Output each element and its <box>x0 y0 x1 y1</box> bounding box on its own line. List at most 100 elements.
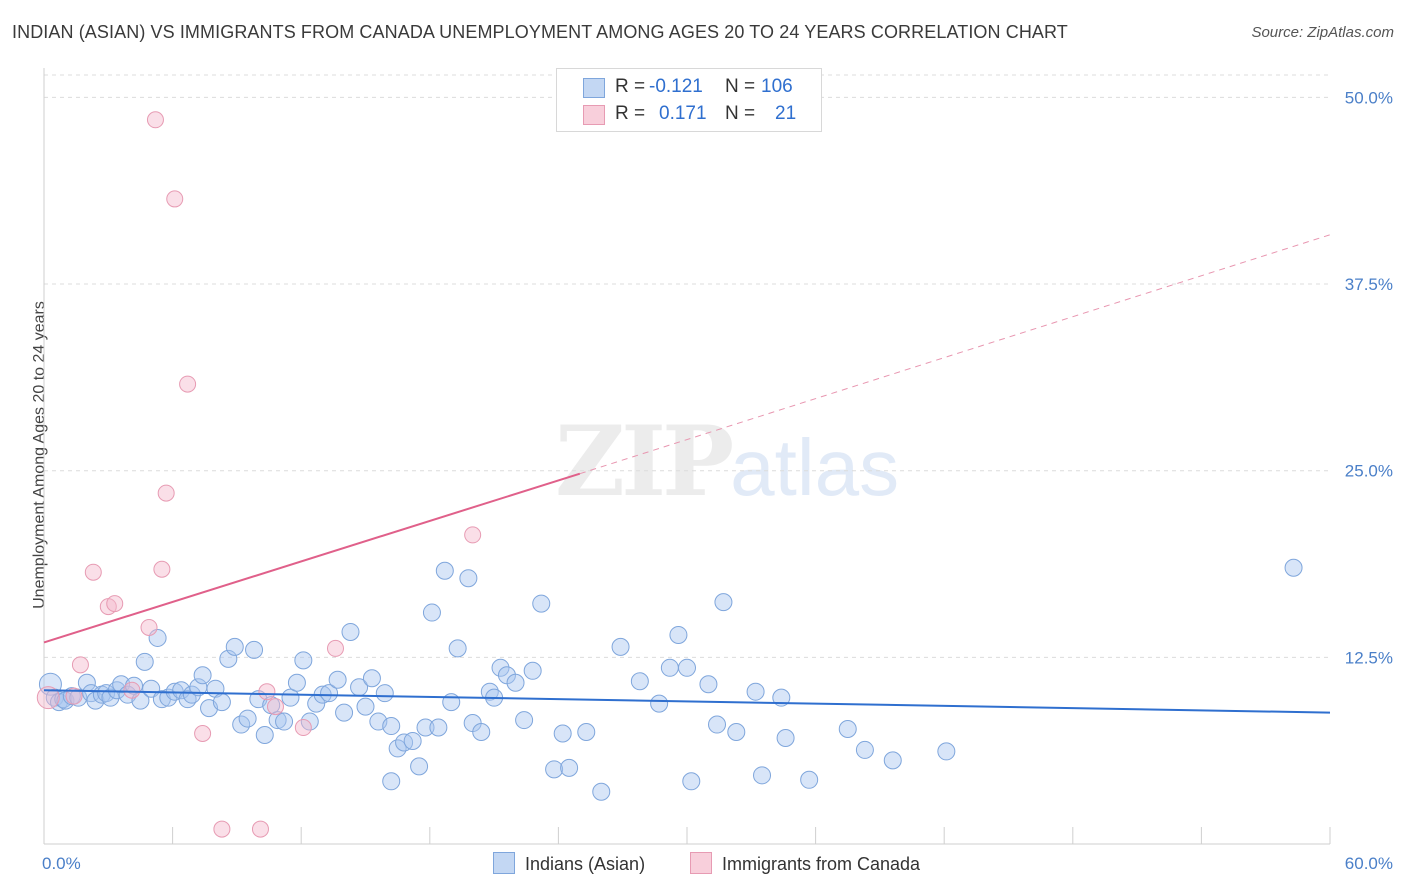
stats-row-canada: R = 0.171 N = 21 <box>557 101 821 127</box>
legend-swatch-canada <box>690 852 712 874</box>
canada-point <box>294 719 312 737</box>
canada-point <box>464 526 482 544</box>
indians-point <box>660 658 679 677</box>
canada-point <box>258 683 276 701</box>
indians-point <box>1284 558 1303 577</box>
r-value: -0.121 <box>649 76 703 97</box>
canada-point <box>36 686 60 710</box>
canada-point <box>213 820 231 838</box>
x-tick-label: 60.0% <box>1345 854 1393 873</box>
indians-point <box>746 682 765 701</box>
indians-point <box>776 728 795 747</box>
indians-point <box>800 770 819 789</box>
indians-point <box>650 694 669 713</box>
indians-point <box>356 697 375 716</box>
indians-point <box>112 675 131 694</box>
indians-point <box>225 637 244 656</box>
canada-point <box>106 595 124 613</box>
indians-point <box>523 661 542 680</box>
indians-point <box>472 723 491 742</box>
indians-point <box>699 675 718 694</box>
indians-point <box>682 772 701 791</box>
legend-item-indians: Indians (Asian) <box>493 852 645 875</box>
indians-point <box>855 740 874 759</box>
watermark-atlas: atlas <box>730 423 900 512</box>
canada-point <box>153 560 171 578</box>
source-credit: Source: ZipAtlas.com <box>1251 24 1394 41</box>
correlation-stats-box: R = -0.121 N = 106 R = 0.171 N = 21 <box>556 68 822 132</box>
indians-point <box>669 625 688 644</box>
indians-point <box>429 718 448 737</box>
indians-point <box>328 670 347 689</box>
indians-point <box>515 711 534 730</box>
indians-point <box>281 688 300 707</box>
indians-point <box>255 725 274 744</box>
indians-point <box>937 742 956 761</box>
indians-point <box>193 666 212 685</box>
indians-point <box>382 772 401 791</box>
indians-point <box>182 685 201 704</box>
canada-trend-line <box>43 472 581 644</box>
canada-point <box>266 698 284 716</box>
x-tick-label: 0.0% <box>42 854 81 873</box>
y-tick-label: 12.5% <box>1345 648 1393 667</box>
canada-point <box>157 484 175 502</box>
canada-trend-extension <box>579 234 1331 475</box>
indians-point <box>287 673 306 692</box>
r-value: 0.171 <box>659 103 707 124</box>
indians-point <box>560 758 579 777</box>
r-label: R = <box>615 103 646 124</box>
indians-point <box>375 684 394 703</box>
indians-point <box>772 688 791 707</box>
canada-point <box>194 725 212 743</box>
indians-point <box>611 637 630 656</box>
watermark-zip: ZIP <box>555 405 734 518</box>
stats-row-indians: R = -0.121 N = 106 <box>557 74 821 100</box>
y-tick-label: 25.0% <box>1345 462 1393 481</box>
indians-point <box>245 640 264 659</box>
n-label: N = <box>725 76 756 97</box>
indians-point <box>753 766 772 785</box>
canada-point <box>326 639 344 657</box>
indians-point <box>416 718 435 737</box>
indians-point <box>592 782 611 801</box>
canada-point <box>65 687 83 705</box>
canada-point <box>179 375 197 393</box>
indians-point <box>362 669 381 688</box>
r-label: R = <box>615 76 646 97</box>
indians-point <box>838 720 857 739</box>
legend-label-indians: Indians (Asian) <box>525 854 646 874</box>
n-value: 106 <box>761 76 793 97</box>
zipatlas-watermark: ZIPatlas <box>555 405 899 518</box>
indians-point <box>219 649 238 668</box>
indians-point <box>335 703 354 722</box>
indians-point <box>545 760 564 779</box>
legend-item-canada: Immigrants from Canada <box>690 852 920 875</box>
indians-point <box>320 684 339 703</box>
indians-point <box>101 688 120 707</box>
indians-point <box>708 715 727 734</box>
indians-point <box>135 652 154 671</box>
indians-point <box>300 712 319 731</box>
indians-point <box>532 594 551 613</box>
indians-point <box>435 561 454 580</box>
indians-point <box>506 673 525 692</box>
indians-point <box>491 658 510 677</box>
canada-point <box>71 656 89 674</box>
canada-point <box>140 618 158 636</box>
indians-point <box>678 658 696 677</box>
indians-point <box>212 693 231 712</box>
canada-point <box>166 190 184 208</box>
indians-point <box>448 639 467 658</box>
indians-point <box>553 724 572 743</box>
n-label: N = <box>725 103 756 124</box>
legend-label-canada: Immigrants from Canada <box>722 854 921 874</box>
indians-point <box>422 603 441 622</box>
indians-point <box>883 751 902 770</box>
indians-point <box>172 681 191 700</box>
indians-point <box>630 672 649 691</box>
indians-point <box>341 622 360 641</box>
y-tick-label: 37.5% <box>1345 275 1393 294</box>
legend-swatch-indians <box>493 852 515 874</box>
